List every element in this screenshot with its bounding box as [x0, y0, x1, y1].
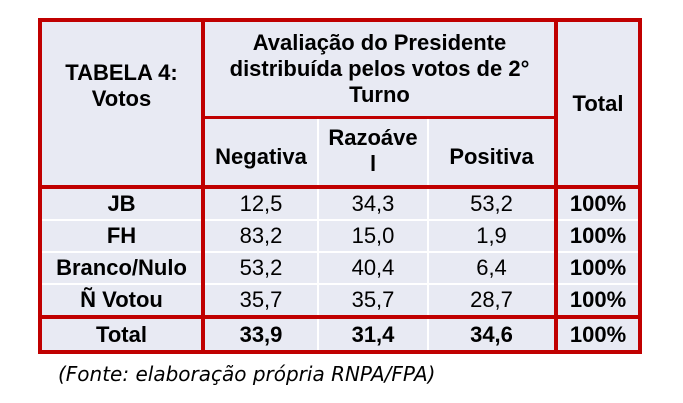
table-row: JB 12,5 34,3 53,2 100% — [39, 186, 641, 221]
row-label: JB — [39, 186, 205, 221]
table-row: Ñ Votou 35,7 35,7 28,7 100% — [39, 283, 641, 318]
corner-title: TABELA 4: Votos — [39, 19, 205, 189]
razoavel-line2: l — [369, 150, 377, 176]
cell: 35,7 — [317, 283, 429, 318]
cell: 28,7 — [427, 283, 557, 318]
table-row: Branco/Nulo 53,2 40,4 6,4 100% — [39, 251, 641, 285]
column-header-positiva: Positiva — [427, 116, 557, 189]
grand-total: 100% — [554, 315, 641, 353]
row-total: 100% — [554, 219, 641, 253]
row-label: FH — [39, 219, 205, 253]
total-cell: 31,4 — [317, 315, 429, 353]
total-row-label: Total — [39, 315, 205, 353]
cell: 35,7 — [202, 283, 319, 318]
row-total: 100% — [554, 251, 641, 285]
row-total: 100% — [554, 186, 641, 221]
row-label: Ñ Votou — [39, 283, 205, 318]
razoavel-line1: Razoáve — [328, 124, 418, 150]
column-header-negativa: Negativa — [202, 116, 319, 189]
table-row: FH 83,2 15,0 1,9 100% — [39, 219, 641, 253]
corner-title-line2: Votos — [91, 86, 152, 111]
total-header: Total — [554, 19, 641, 189]
cell: 34,3 — [317, 186, 429, 221]
corner-title-line1: TABELA 4: — [65, 60, 178, 85]
row-label: Branco/Nulo — [39, 251, 205, 285]
votes-table: TABELA 4: Votos Avaliação do Presidente … — [38, 18, 642, 354]
cell: 1,9 — [427, 219, 557, 253]
cell: 53,2 — [202, 251, 319, 285]
cell: 53,2 — [427, 186, 557, 221]
cell: 15,0 — [317, 219, 429, 253]
cell: 40,4 — [317, 251, 429, 285]
row-total: 100% — [554, 283, 641, 318]
column-header-razoavel: Razoáve l — [317, 116, 429, 189]
cell: 83,2 — [202, 219, 319, 253]
source-caption: (Fonte: elaboração própria RNPA/FPA) — [58, 362, 436, 386]
cell: 6,4 — [427, 251, 557, 285]
total-row: Total 33,9 31,4 34,6 100% — [39, 315, 641, 353]
cell: 12,5 — [202, 186, 319, 221]
total-cell: 33,9 — [202, 315, 319, 353]
total-cell: 34,6 — [427, 315, 557, 353]
group-header: Avaliação do Presidente distribuída pelo… — [202, 19, 557, 119]
